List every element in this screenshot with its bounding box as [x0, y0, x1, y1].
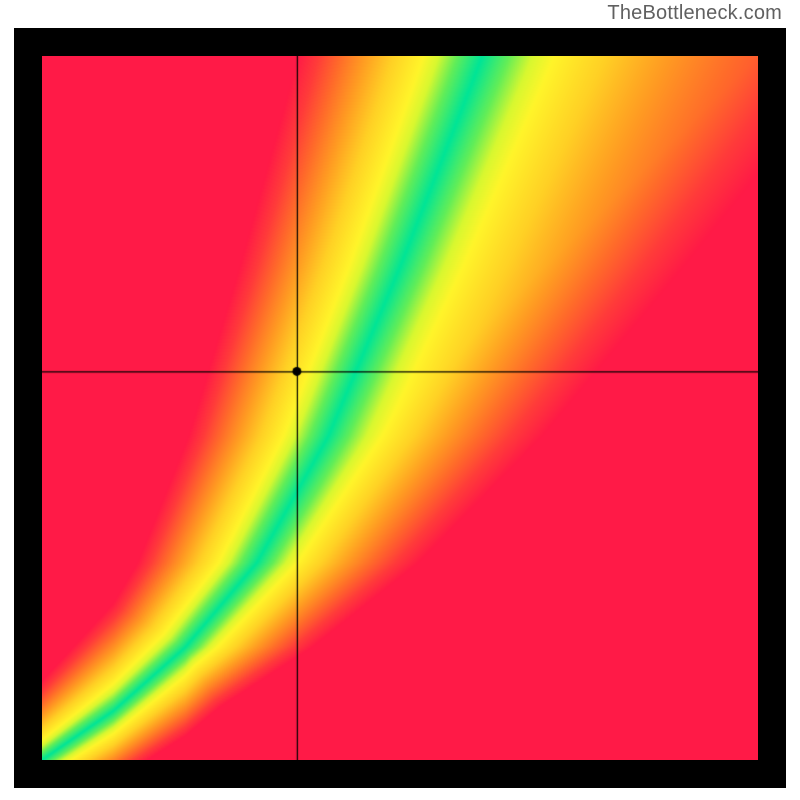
watermark-text: TheBottleneck.com — [607, 2, 782, 25]
bottleneck-heatmap — [42, 56, 758, 760]
